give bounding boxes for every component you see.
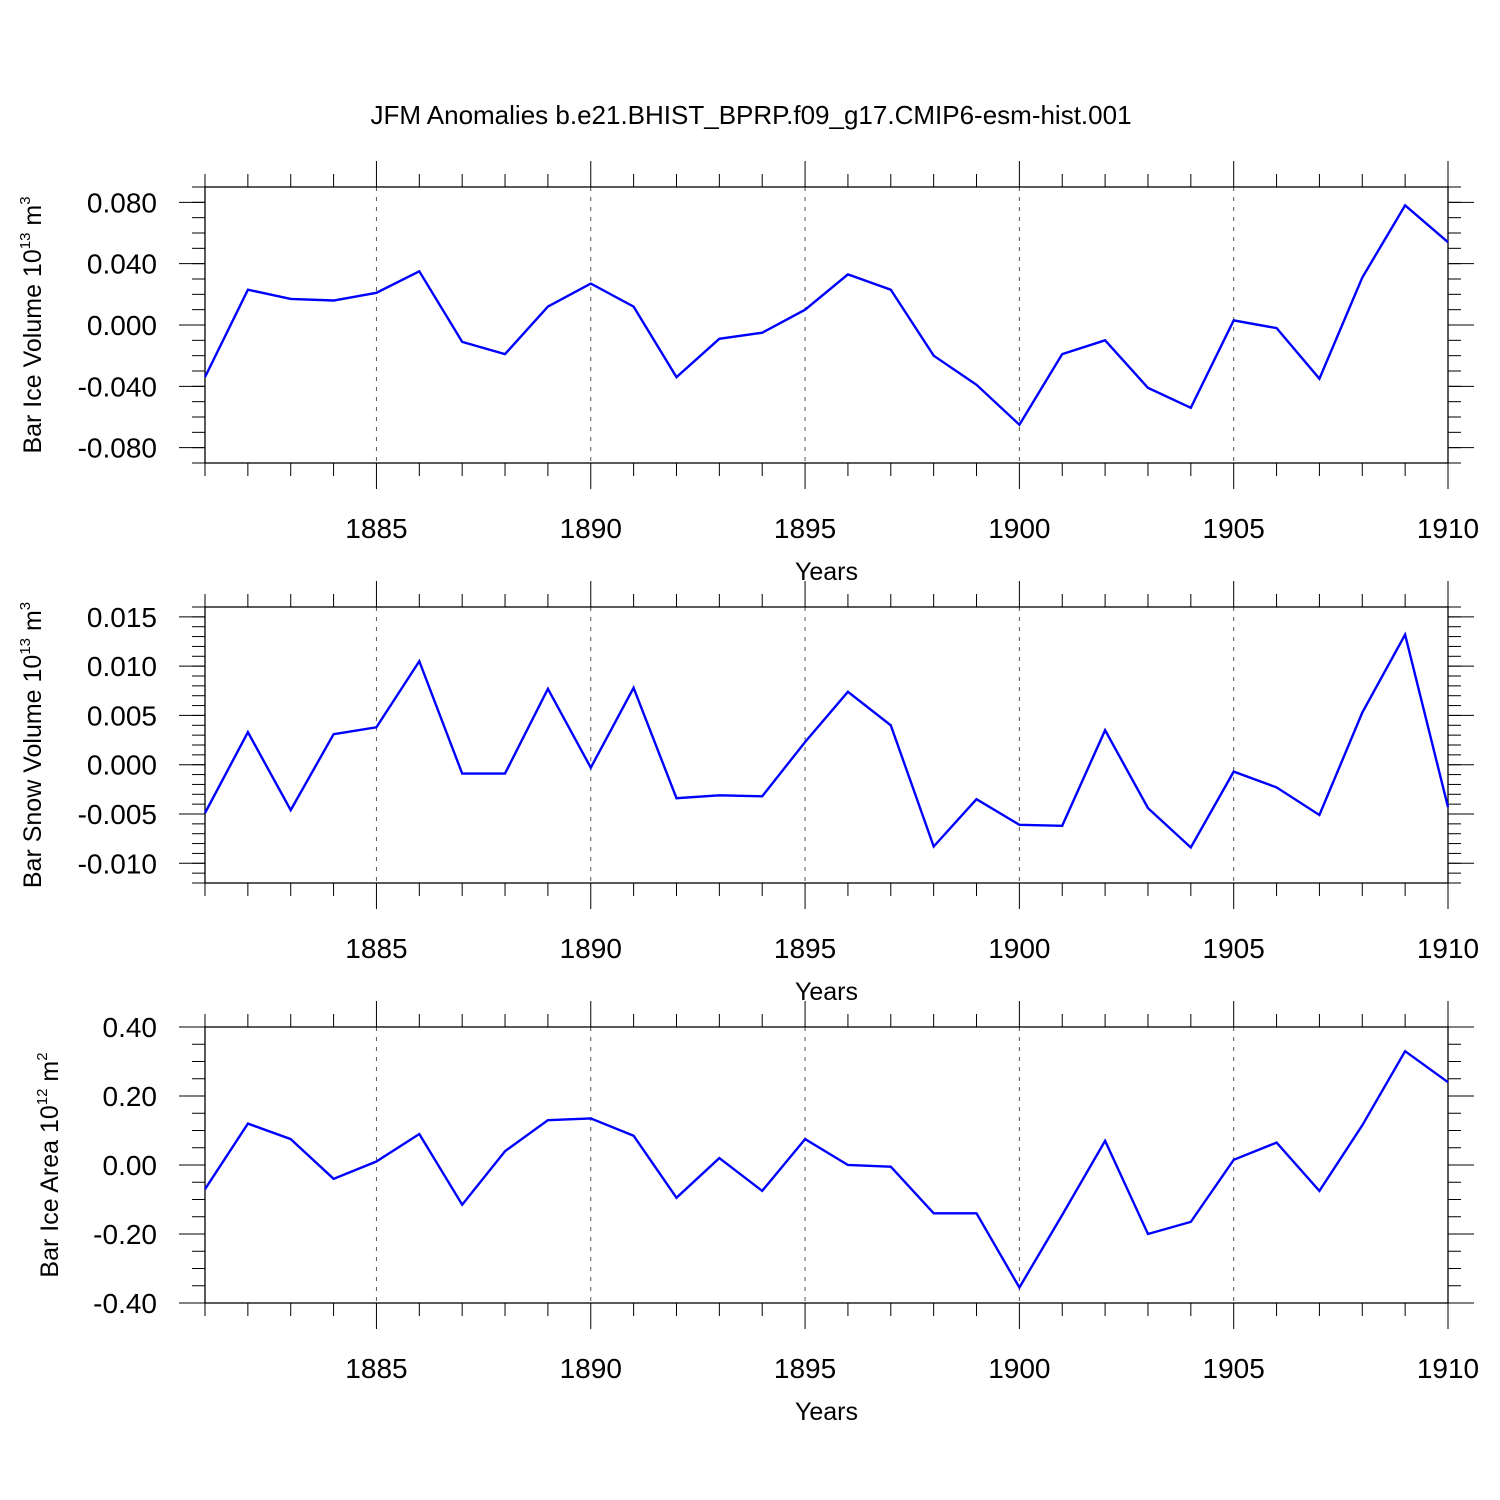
series-line bbox=[203, 631, 1450, 850]
x-axis-title: Years bbox=[795, 978, 858, 1006]
y-tick-label: 0.00 bbox=[103, 1150, 158, 1181]
x-tick-label: 1895 bbox=[774, 1353, 836, 1384]
y-tick-label: 0.010 bbox=[87, 651, 157, 682]
x-axis-title: Years bbox=[795, 558, 858, 586]
x-tick-label: 1905 bbox=[1203, 513, 1265, 544]
y-tick-label: -0.40 bbox=[93, 1288, 157, 1319]
x-tick-label: 1885 bbox=[345, 513, 407, 544]
x-tick-label: 1890 bbox=[560, 933, 622, 964]
x-tick-label: 1900 bbox=[988, 513, 1050, 544]
x-tick-label: 1895 bbox=[774, 933, 836, 964]
panel-2: 0.015 0.010 0.005 0.000 -0.005 -0.010 1885 1890… bbox=[17, 581, 1479, 1006]
y-axis-title: Bar Snow Volume 1013 m3 bbox=[17, 602, 47, 888]
y-tick-label: -0.005 bbox=[78, 799, 157, 830]
y-axis-title: Bar Ice Area 1012 m2 bbox=[34, 1052, 64, 1277]
y-tick-label: 0.040 bbox=[87, 249, 157, 280]
x-tick-label: 1885 bbox=[345, 1353, 407, 1384]
y-tick-label: 0.40 bbox=[103, 1012, 158, 1043]
plot-frame bbox=[204, 606, 1449, 884]
y-tick-label: 0.20 bbox=[103, 1081, 158, 1112]
series-line bbox=[203, 1049, 1449, 1290]
x-tick-label: 1900 bbox=[988, 1353, 1050, 1384]
panel-3: 0.40 0.20 0.00 -0.20 -0.40 1885 1890 1895 1900 19… bbox=[34, 1001, 1479, 1426]
x-tick-label: 1890 bbox=[560, 513, 622, 544]
chart-title: JFM Anomalies b.e21.BHIST_BPRP.f09_g17.C… bbox=[370, 100, 1131, 130]
panel-1: 0.080 0.040 0.000 -0.040 -0.080 1885 1890 1895 1… bbox=[17, 161, 1479, 586]
y-tick-label: -0.040 bbox=[78, 371, 157, 402]
y-tick-label: 0.000 bbox=[87, 750, 157, 781]
x-tick-label: 1910 bbox=[1417, 933, 1479, 964]
y-tick-label: 0.005 bbox=[87, 700, 157, 731]
y-axis-title: Bar Ice Volume 1013 m3 bbox=[17, 196, 47, 453]
x-tick-label: 1910 bbox=[1417, 1353, 1479, 1384]
x-tick-label: 1910 bbox=[1417, 513, 1479, 544]
x-tick-label: 1905 bbox=[1203, 1353, 1265, 1384]
y-tick-label: -0.080 bbox=[78, 433, 157, 464]
plot-frame bbox=[204, 1026, 1449, 1304]
x-tick-label: 1885 bbox=[345, 933, 407, 964]
x-tick-label: 1905 bbox=[1203, 933, 1265, 964]
y-tick-label: 0.080 bbox=[87, 187, 157, 218]
y-tick-label: 0.000 bbox=[87, 310, 157, 341]
x-tick-label: 1890 bbox=[560, 1353, 622, 1384]
y-tick-label: 0.015 bbox=[87, 602, 157, 633]
series-line bbox=[203, 203, 1449, 427]
panels: 0.080 0.040 0.000 -0.040 -0.080 1885 1890 1895 1… bbox=[17, 161, 1479, 1426]
x-axis-title: Years bbox=[795, 1398, 858, 1426]
x-tick-label: 1900 bbox=[988, 933, 1050, 964]
y-tick-label: -0.20 bbox=[93, 1219, 157, 1250]
y-tick-label: -0.010 bbox=[78, 848, 157, 879]
x-tick-label: 1895 bbox=[774, 513, 836, 544]
